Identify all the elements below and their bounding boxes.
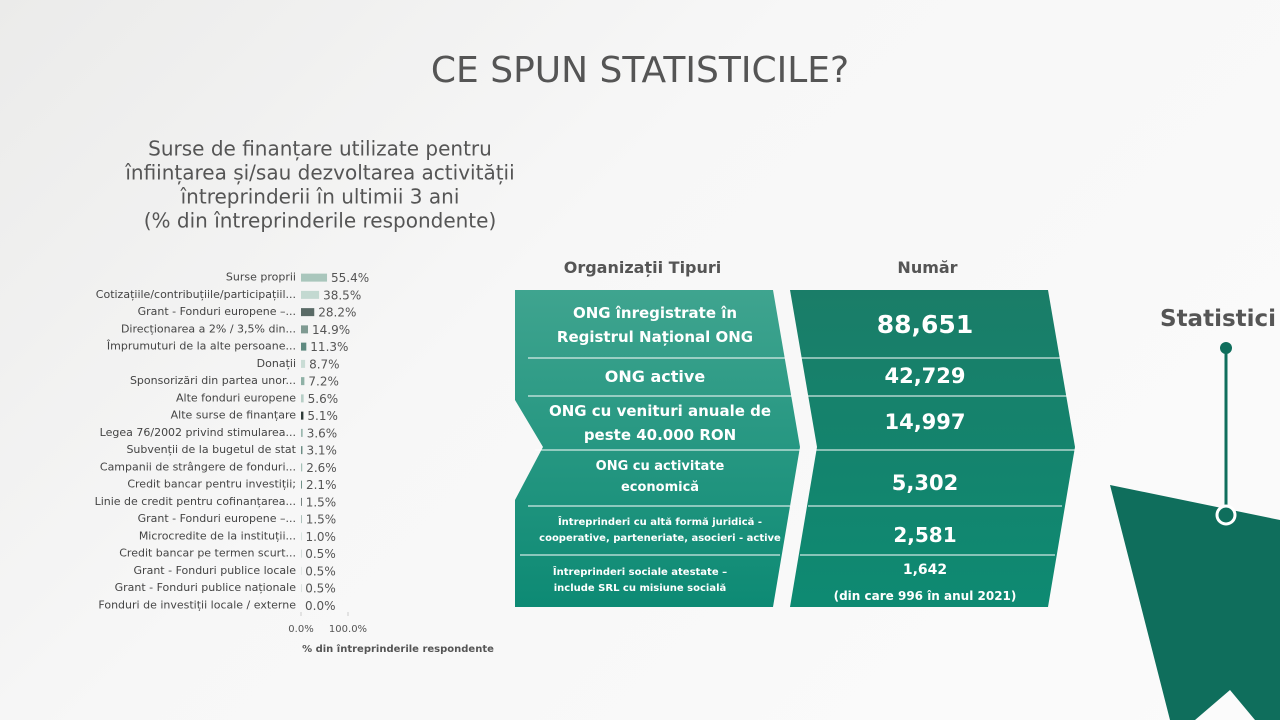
number-cell: 88,651 bbox=[876, 310, 974, 339]
value-label: 3.1% bbox=[306, 444, 337, 458]
value-label: 0.5% bbox=[305, 582, 336, 596]
row-separators bbox=[520, 357, 1075, 556]
x-tick-label: 0.0% bbox=[288, 624, 313, 635]
category-label: Campanii de strângere de fonduri... bbox=[100, 460, 296, 473]
value-label: 1.5% bbox=[306, 495, 337, 509]
timeline-dot bbox=[1215, 504, 1237, 526]
type-cell: ONG active bbox=[604, 367, 706, 387]
slide-title: CE SPUN STATISTICILE? bbox=[430, 50, 850, 91]
category-label: Grant - Fonduri publice naționale bbox=[115, 581, 297, 594]
arrow-shape bbox=[1110, 485, 1280, 720]
type-cell: ONG înregistrate în Registrul Național O… bbox=[556, 304, 754, 346]
value-label: 28.2% bbox=[318, 306, 356, 320]
bar bbox=[301, 497, 302, 506]
bar bbox=[301, 411, 304, 420]
bar bbox=[301, 480, 302, 489]
chart: Surse de finanțare utilizate pentruînfii… bbox=[95, 137, 515, 656]
category-label: Microcredite de la instituții... bbox=[139, 529, 296, 542]
bar bbox=[301, 515, 302, 524]
x-tick-label: 100.0% bbox=[329, 624, 367, 635]
bar bbox=[301, 325, 309, 334]
category-label: Împrumuturi de la alte persoane... bbox=[106, 340, 296, 353]
category-label: Surse proprii bbox=[226, 271, 296, 284]
type-cell: Întreprinderi sociale atestate – include… bbox=[552, 567, 728, 594]
numbers-column bbox=[790, 290, 1075, 607]
category-label: Grant - Fonduri europene –... bbox=[138, 512, 296, 525]
bar bbox=[301, 359, 306, 368]
category-label: Grant - Fonduri publice locale bbox=[134, 564, 297, 577]
value-label: 1.5% bbox=[306, 513, 337, 527]
bar bbox=[301, 428, 303, 437]
value-label: 7.2% bbox=[308, 375, 339, 389]
value-label: 0.5% bbox=[305, 564, 336, 578]
number-cell: 14,997 bbox=[884, 410, 966, 435]
value-label: 3.6% bbox=[307, 426, 338, 440]
value-label: 0.0% bbox=[305, 599, 336, 613]
side-label: Statistici bbox=[1160, 306, 1277, 332]
category-label: Fonduri de investiții locale / externe bbox=[98, 598, 296, 611]
value-label: 11.3% bbox=[310, 340, 348, 354]
category-label: Direcționarea a 2% / 3,5% din... bbox=[121, 322, 296, 335]
bar bbox=[301, 377, 305, 386]
x-axis-label: % din întreprinderile respondente bbox=[302, 643, 494, 655]
number-cell: 2,581 bbox=[893, 522, 957, 547]
value-label: 38.5% bbox=[323, 288, 361, 302]
type-cell: ONG cu venituri anuale de peste 40.000 R… bbox=[548, 402, 772, 444]
value-label: 55.4% bbox=[331, 271, 369, 285]
category-label: Legea 76/2002 privind stimularea... bbox=[100, 426, 296, 439]
chart-title: Surse de finanțare utilizate pentru bbox=[148, 137, 492, 161]
value-label: 0.5% bbox=[305, 547, 336, 561]
value-label: 2.6% bbox=[306, 461, 337, 475]
bar bbox=[301, 394, 304, 403]
value-label: 5.1% bbox=[307, 409, 338, 423]
types-column bbox=[515, 290, 800, 607]
bar bbox=[301, 342, 307, 351]
number-cell: 1,642 bbox=[902, 561, 948, 578]
chart-title: înființarea și/sau dezvoltarea activităț… bbox=[124, 161, 514, 185]
category-label: Subvenții de la bugetul de stat bbox=[126, 443, 296, 456]
table-header: Număr bbox=[897, 258, 958, 277]
number-cell: 5,302 bbox=[891, 471, 959, 496]
category-label: Sponsorizări din partea unor... bbox=[130, 374, 296, 387]
type-cell: ONG cu activitate economică bbox=[595, 459, 725, 495]
type-cell: Întreprinderi cu altă formă juridică - c… bbox=[539, 516, 781, 544]
category-label: Linie de credit pentru cofinanțarea... bbox=[95, 495, 296, 508]
number-note: (din care 996 în anul 2021) bbox=[833, 589, 1017, 604]
category-label: Alte fonduri europene bbox=[176, 391, 296, 404]
chart-title: (% din întreprinderile respondente) bbox=[144, 209, 497, 233]
value-label: 2.1% bbox=[306, 478, 337, 492]
value-label: 14.9% bbox=[312, 323, 350, 337]
category-label: Credit bancar pe termen scurt... bbox=[119, 547, 296, 560]
bar bbox=[301, 446, 303, 455]
value-label: 1.0% bbox=[305, 530, 336, 544]
category-label: Cotizațiile/contribuțiile/participațiil.… bbox=[96, 288, 296, 301]
number-cell: 42,729 bbox=[884, 364, 966, 389]
bar bbox=[301, 273, 328, 282]
table-header: Organizații Tipuri bbox=[563, 258, 722, 277]
timeline-dot bbox=[1220, 342, 1232, 354]
category-label: Credit bancar pentru investiții; bbox=[127, 478, 296, 491]
category-label: Donații bbox=[257, 357, 296, 370]
bar bbox=[301, 308, 315, 317]
value-label: 8.7% bbox=[309, 357, 340, 371]
bar bbox=[301, 290, 320, 299]
chart-title: întreprinderii în ultimii 3 ani bbox=[180, 185, 460, 209]
category-label: Alte surse de finanțare bbox=[171, 409, 297, 422]
value-label: 5.6% bbox=[308, 392, 339, 406]
category-label: Grant - Fonduri europene –... bbox=[138, 305, 296, 318]
bar bbox=[301, 463, 303, 472]
